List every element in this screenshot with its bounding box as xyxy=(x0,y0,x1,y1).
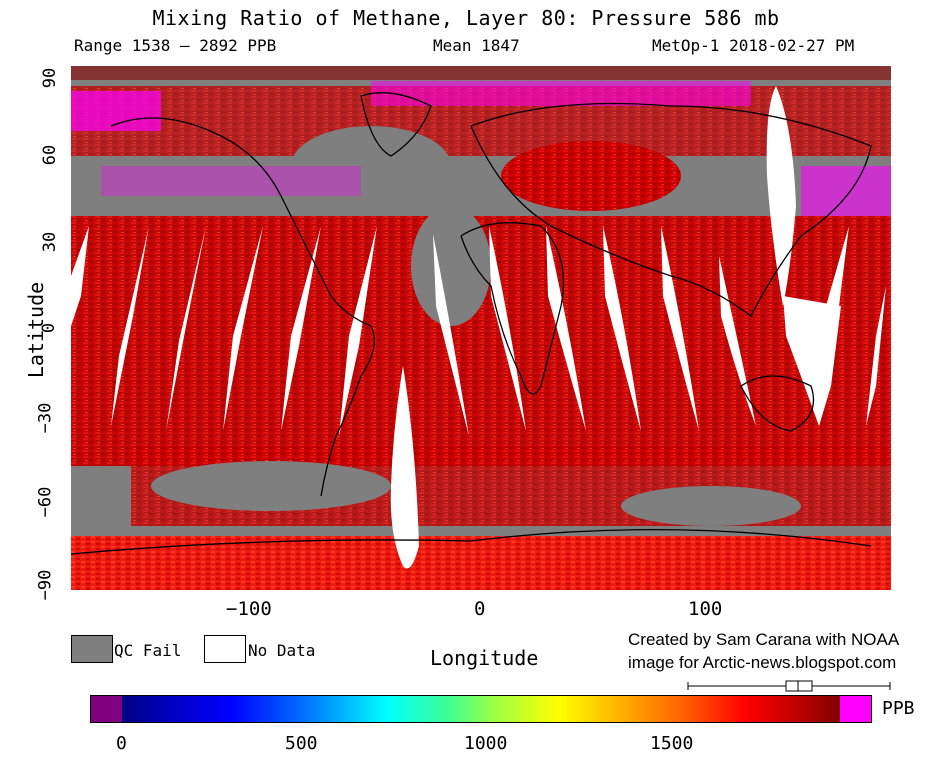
y-axis-label: Latitude xyxy=(24,281,49,379)
satellite-label: MetOp-1 2018-02-27 PM xyxy=(652,36,855,55)
credit-line-1: Created by Sam Carana with NOAA xyxy=(628,630,900,649)
colorbar-tick-0: 0 xyxy=(116,733,127,754)
methane-map xyxy=(71,66,891,590)
mean-label: Mean 1847 xyxy=(433,36,520,55)
no-data-label: No Data xyxy=(248,641,316,660)
ytick-minus60: −60 xyxy=(35,486,56,518)
colorbar-unit: PPB xyxy=(882,698,915,719)
distribution-boxplot xyxy=(687,680,891,692)
ytick-60: 60 xyxy=(40,144,61,166)
xtick-100: 100 xyxy=(688,598,723,620)
range-label: Range 1538 – 2892 PPB xyxy=(74,36,277,55)
ytick-90: 90 xyxy=(40,67,61,89)
map-title: Mixing Ratio of Methane, Layer 80: Press… xyxy=(152,6,780,30)
colorbar xyxy=(90,695,872,723)
xtick-0: 0 xyxy=(474,598,486,620)
credit-line-2: image for Arctic-news.blogspot.com xyxy=(628,653,897,672)
ytick-minus30: −30 xyxy=(35,402,56,434)
colorbar-tick-1500: 1500 xyxy=(650,733,694,754)
qc-fail-swatch xyxy=(71,635,113,663)
ytick-minus90: −90 xyxy=(35,569,56,601)
qc-fail-label: QC Fail xyxy=(114,641,182,660)
ytick-30: 30 xyxy=(40,231,61,253)
colorbar-tick-500: 500 xyxy=(285,733,318,754)
no-data-swatch xyxy=(204,635,246,663)
x-axis-label: Longitude xyxy=(430,646,539,670)
credit-text: Created by Sam Carana with NOAA image fo… xyxy=(628,628,899,674)
colorbar-tick-1000: 1000 xyxy=(464,733,508,754)
xtick-minus100: −100 xyxy=(226,598,272,620)
